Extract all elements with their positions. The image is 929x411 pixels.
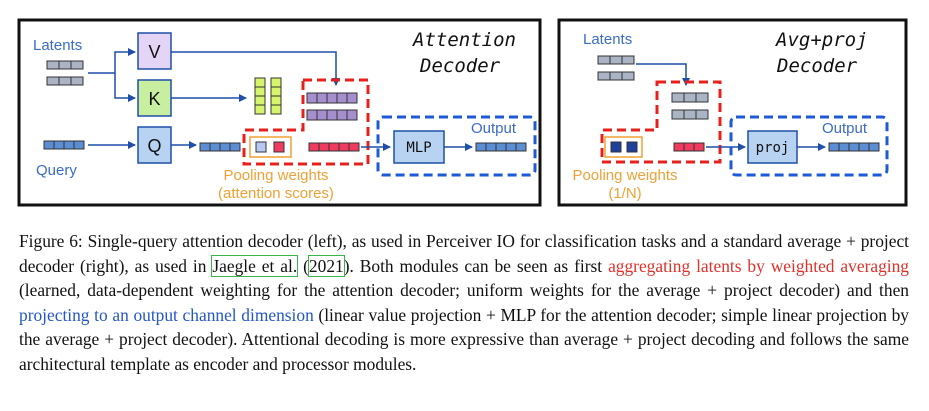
caption-blue-highlight: projecting to an output channel dimensio… [19,304,314,325]
projected-query-vector [199,142,241,152]
attention-decoder-panel: Attention Decoder Latents V K Q [17,18,542,207]
mlp-label: MLP [406,140,431,156]
v-box: V [137,32,172,70]
caption-red-highlight: aggregating latents by weighted averagin… [608,255,909,276]
left-pooling-label-line2: (attention scores) [218,185,334,202]
decoder-diagram: Attention Decoder Latents V K Q [17,18,908,207]
left-output-vector [475,142,527,152]
right-title-line2: Decoder [776,55,858,77]
left-projection-region [376,115,537,177]
right-latents-grid [597,55,635,81]
left-latents-label: Latents [33,37,82,54]
q-label: Q [147,136,161,156]
keys-grid [254,77,282,115]
left-title-line2: Decoder [419,55,501,77]
left-output-label: Output [471,120,517,137]
q-box: Q [137,126,172,164]
proj-box: proj [747,130,798,164]
mlp-box: MLP [393,130,445,164]
left-title-line1: Attention [412,29,516,51]
citation-open-paren: ( [297,255,309,276]
citation-author-link[interactable]: Jaegle et al. [211,254,299,277]
figure-caption: Figure 6: Single-query attention decoder… [19,229,909,377]
left-aggregation-region [242,78,370,166]
aggregated-vector [308,142,360,152]
proj-label: proj [756,140,790,156]
right-pooling-label-line2: (1/N) [608,185,641,202]
right-latent-copy [671,92,709,120]
right-aggregated-vector [673,142,705,152]
query-vector [43,140,85,150]
values-grid [306,92,358,121]
citation-year-link[interactable]: 2021 [307,254,345,277]
left-pooling-label-line1: Pooling weights [223,167,328,184]
caption-part-2: ). Both modules can be seen as first [343,255,609,276]
caption-part-3: (learned, data-dependent weighting for t… [19,280,909,301]
avg-proj-decoder-panel: Avg+proj Decoder Latents [557,18,908,207]
right-latents-label: Latents [583,31,632,48]
v-label: V [148,42,160,62]
left-query-label: Query [36,162,77,179]
right-output-vector [828,142,880,152]
right-aggregation-region [600,80,722,164]
right-pooling-label-line1: Pooling weights [572,167,677,184]
k-box: K [137,79,172,117]
k-label: K [148,89,160,109]
left-latents-grid [46,60,84,86]
right-title-line1: Avg+proj [775,29,868,51]
right-projection-region [729,115,889,177]
right-output-label: Output [822,120,868,137]
caption-part-1: Figure 6: Single-query attention decoder… [19,231,909,276]
caption-part-4: (linear value projection + MLP for the a… [19,304,909,374]
